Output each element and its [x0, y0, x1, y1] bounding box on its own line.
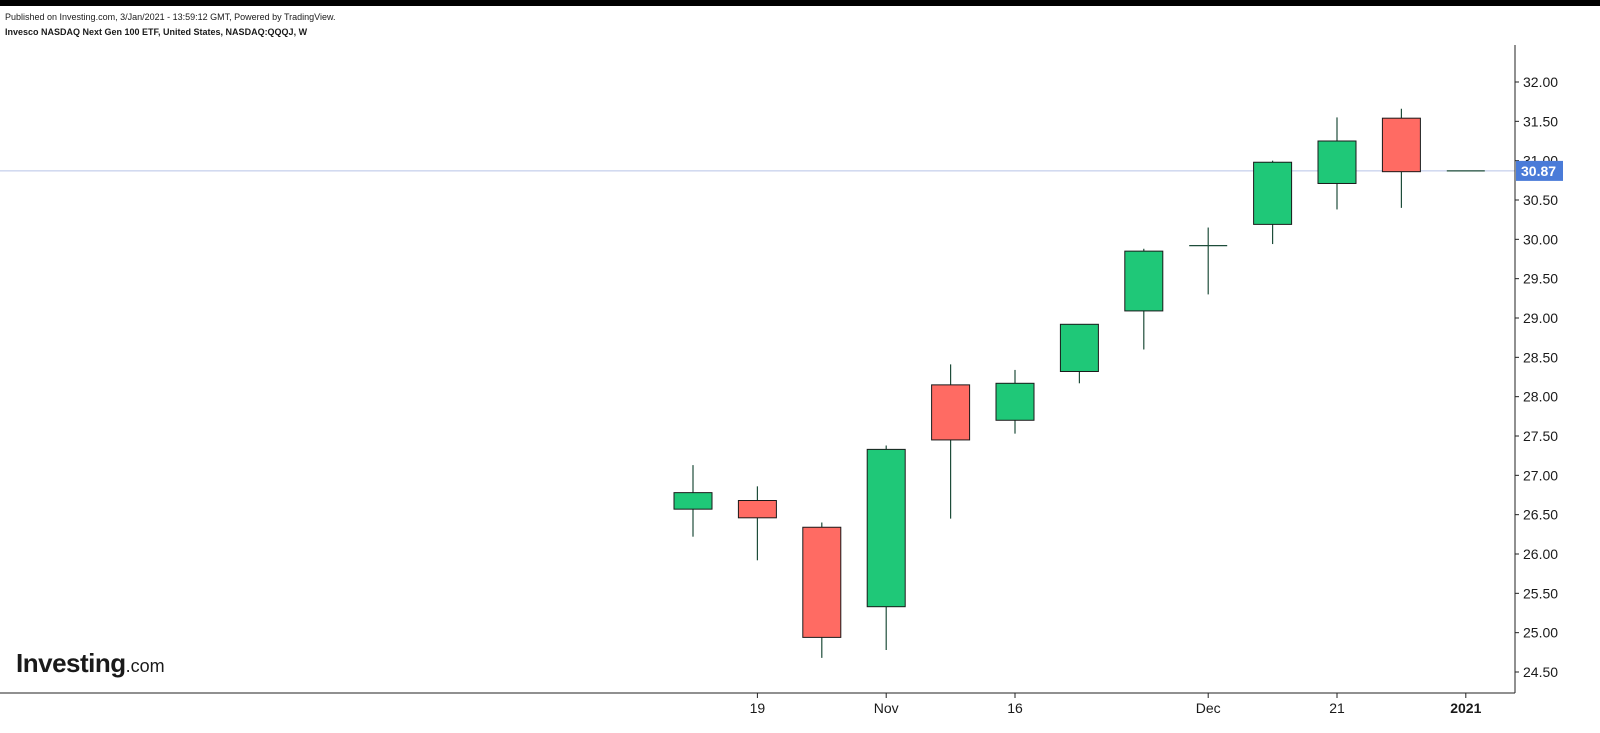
candle: [1253, 160, 1293, 245]
y-tick-label: 26.00: [1523, 546, 1558, 562]
y-tick-label: 27.00: [1523, 467, 1558, 483]
axes-layer: 24.50 25.00 25.50 26.00 26.50 27.00 27.50 28.00…: [0, 45, 1563, 716]
candle-body: [737, 500, 777, 519]
candle: [1059, 323, 1099, 384]
logo-suffix-text: .com: [125, 656, 165, 676]
candle-body: [802, 526, 842, 638]
candle: [737, 486, 777, 561]
x-tick-label: 21: [1329, 700, 1345, 716]
candle-body: [1317, 140, 1357, 184]
candle: [866, 445, 906, 650]
candle-body: [1059, 323, 1099, 372]
candle: [802, 522, 842, 658]
candles-layer: [673, 108, 1485, 658]
last-price-badge-bg: [1516, 160, 1563, 181]
y-tick-label: 28.00: [1523, 389, 1558, 405]
y-tick-label: 31.50: [1523, 113, 1558, 129]
x-tick-label: 16: [1007, 700, 1023, 716]
logo-main-text: Investing: [16, 648, 126, 678]
candle-body: [1253, 161, 1293, 225]
candle: [931, 364, 971, 519]
y-tick-label: 32.00: [1523, 74, 1558, 90]
candle: [673, 465, 713, 537]
candle-body: [1381, 117, 1421, 173]
published-note: Published on Investing.com, 3/Jan/2021 -…: [5, 12, 336, 22]
chart-title: Invesco NASDAQ Next Gen 100 ETF, United …: [5, 27, 308, 37]
candle: [1124, 248, 1164, 350]
candle: [1381, 108, 1421, 208]
y-tick-label: 30.00: [1523, 231, 1558, 247]
candle: [1317, 117, 1357, 210]
y-tick-label: 26.50: [1523, 507, 1558, 523]
x-tick-label: Dec: [1196, 700, 1221, 716]
y-tick-label: 28.50: [1523, 349, 1558, 365]
y-tick-label: 29.50: [1523, 271, 1558, 287]
candle: [995, 369, 1035, 434]
y-tick-label: 25.50: [1523, 585, 1558, 601]
y-tick-label: 29.00: [1523, 310, 1558, 326]
last-price-label: 30.87: [1521, 163, 1556, 179]
y-tick-label: 27.50: [1523, 428, 1558, 444]
y-tick-label: 25.00: [1523, 625, 1558, 641]
last-price-badge: 30.87: [1516, 160, 1563, 181]
y-tick-label: 30.50: [1523, 192, 1558, 208]
candle-body: [931, 384, 971, 441]
x-tick-label: Nov: [874, 700, 899, 716]
candle-body: [866, 448, 906, 608]
x-tick-label: 2021: [1450, 700, 1481, 716]
top-border: [0, 0, 1600, 6]
candle-body: [1124, 250, 1164, 312]
investing-logo: Investing.com: [16, 648, 165, 679]
y-tick-label: 24.50: [1523, 664, 1558, 680]
x-tick-label: 19: [750, 700, 766, 716]
candle-body: [673, 492, 713, 510]
candle: [1189, 227, 1228, 295]
candle-body: [995, 382, 1035, 421]
